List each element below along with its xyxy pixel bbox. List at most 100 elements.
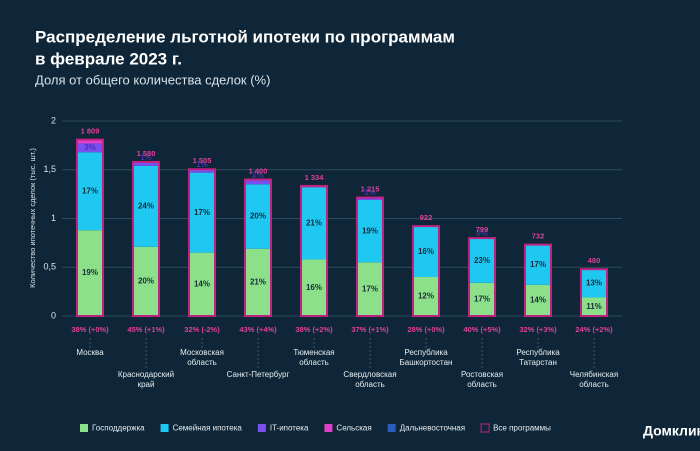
bottom-label: 28% (+0%)	[407, 325, 445, 334]
segment-label: 19%	[362, 226, 378, 235]
bottom-label: 32% (-2%)	[184, 325, 220, 334]
total-label: 480	[588, 256, 601, 265]
x-tick-label: Московская область	[180, 348, 224, 367]
bar-segment	[77, 139, 103, 144]
legend-label: Дальневосточная	[400, 424, 465, 433]
y-tick-label: 0	[51, 310, 56, 320]
total-outline	[244, 178, 272, 317]
bottom-label: 37% (+1%)	[351, 325, 389, 334]
bar-segment	[357, 198, 383, 200]
bar-segment	[301, 187, 327, 260]
bar-segment	[357, 262, 383, 316]
total-label: 1 809	[81, 127, 100, 136]
total-label: 1 505	[193, 156, 212, 165]
chart-title: в феврале 2023 г.	[35, 49, 182, 68]
bar-segment	[189, 172, 215, 253]
legend-swatch	[324, 424, 333, 432]
bar-segment	[189, 252, 215, 316]
total-outline	[356, 196, 384, 318]
x-tick-label: Ростовская область	[460, 370, 504, 389]
total-label: 732	[532, 232, 545, 241]
segment-label: 20%	[138, 276, 154, 285]
bar-segment	[77, 143, 103, 153]
x-tick-label: Тюменская область	[293, 348, 335, 367]
bar-segment	[469, 282, 495, 316]
bottom-label: 38% (+2%)	[295, 325, 333, 334]
total-outline	[468, 237, 496, 317]
bar-segment	[77, 230, 103, 316]
legend-swatch	[387, 424, 396, 432]
total-label: 922	[420, 213, 433, 222]
segment-label: 1%	[140, 153, 152, 162]
segment-label: 17%	[362, 284, 378, 293]
bar-segment	[525, 284, 551, 316]
legend-swatch	[80, 424, 88, 432]
bar-segment	[469, 238, 495, 283]
bar-segment	[413, 226, 439, 277]
bottom-label: 38% (+0%)	[71, 325, 109, 334]
x-tick-label: Республика Башкортостан	[399, 348, 453, 367]
segment-label: 14%	[530, 296, 546, 305]
bar-segment	[413, 277, 439, 316]
x-tick-label: Республика Татарстан	[516, 348, 560, 367]
bar-segment	[301, 259, 327, 316]
total-label: 1 215	[361, 185, 380, 194]
total-outline	[580, 268, 608, 318]
legend-label: Сельская	[336, 424, 371, 433]
y-tick-label: 1	[51, 213, 56, 223]
segment-label: 20%	[250, 212, 266, 221]
segment-label: 17%	[82, 186, 98, 195]
bar-segment	[245, 248, 271, 316]
bar-segment	[133, 246, 159, 316]
segment-label: 17%	[474, 295, 490, 304]
segment-label: 13%	[586, 278, 602, 287]
bar-segment	[581, 269, 607, 298]
segment-label: 11%	[586, 302, 602, 311]
segment-label: 1%	[196, 160, 208, 169]
total-label: 799	[476, 225, 489, 234]
bar-segment	[189, 169, 215, 173]
bottom-label: 45% (+1%)	[127, 325, 165, 334]
total-outline	[524, 243, 552, 318]
bottom-label: 32% (+3%)	[519, 325, 557, 334]
bar-segment	[245, 184, 271, 249]
total-label: 1 400	[249, 166, 268, 175]
total-label: 1 334	[305, 173, 325, 182]
segment-label: 14%	[194, 279, 210, 288]
legend-swatch	[257, 424, 266, 432]
segment-label: 16%	[306, 283, 322, 292]
bar-segment	[77, 152, 103, 231]
segment-label: 19%	[82, 268, 98, 277]
bottom-label: 40% (+5%)	[463, 325, 501, 334]
segment-label: 24%	[138, 201, 154, 210]
y-tick-label: 2	[51, 115, 56, 125]
bar-segment	[133, 165, 159, 247]
segment-label: 12%	[418, 292, 434, 301]
total-outline	[188, 168, 216, 317]
segment-label: 23%	[474, 256, 490, 265]
x-tick-label: Краснодарский край	[117, 370, 175, 389]
bottom-label: 24% (+2%)	[575, 325, 613, 334]
segment-label: 17%	[194, 208, 210, 217]
y-axis-label: Количество ипотечных сделок (тыс. шт.)	[28, 148, 37, 288]
legend-label: Семейная ипотека	[173, 424, 243, 433]
x-tick-label: Свердловская область	[343, 370, 397, 389]
total-outline	[76, 138, 104, 317]
y-tick-label: 1,5	[43, 164, 56, 174]
total-outline	[132, 160, 160, 317]
y-tick-label: 0,5	[43, 262, 56, 272]
bar-segment	[525, 244, 551, 285]
legend-swatch	[160, 424, 169, 432]
segment-label: 21%	[306, 218, 322, 227]
segment-label: 0%	[476, 229, 488, 238]
segment-label: 1%	[364, 188, 376, 197]
total-outline	[300, 184, 328, 317]
bottom-label: 43% (+4%)	[239, 325, 277, 334]
x-tick-label: Челябинская область	[569, 370, 619, 389]
segment-label: 16%	[418, 247, 434, 256]
segment-label: 17%	[530, 260, 546, 269]
chart-title: Распределение льготной ипотеки по програ…	[35, 27, 455, 46]
segment-label: 21%	[250, 277, 266, 286]
x-tick-label: Санкт-Петербург	[226, 370, 290, 379]
